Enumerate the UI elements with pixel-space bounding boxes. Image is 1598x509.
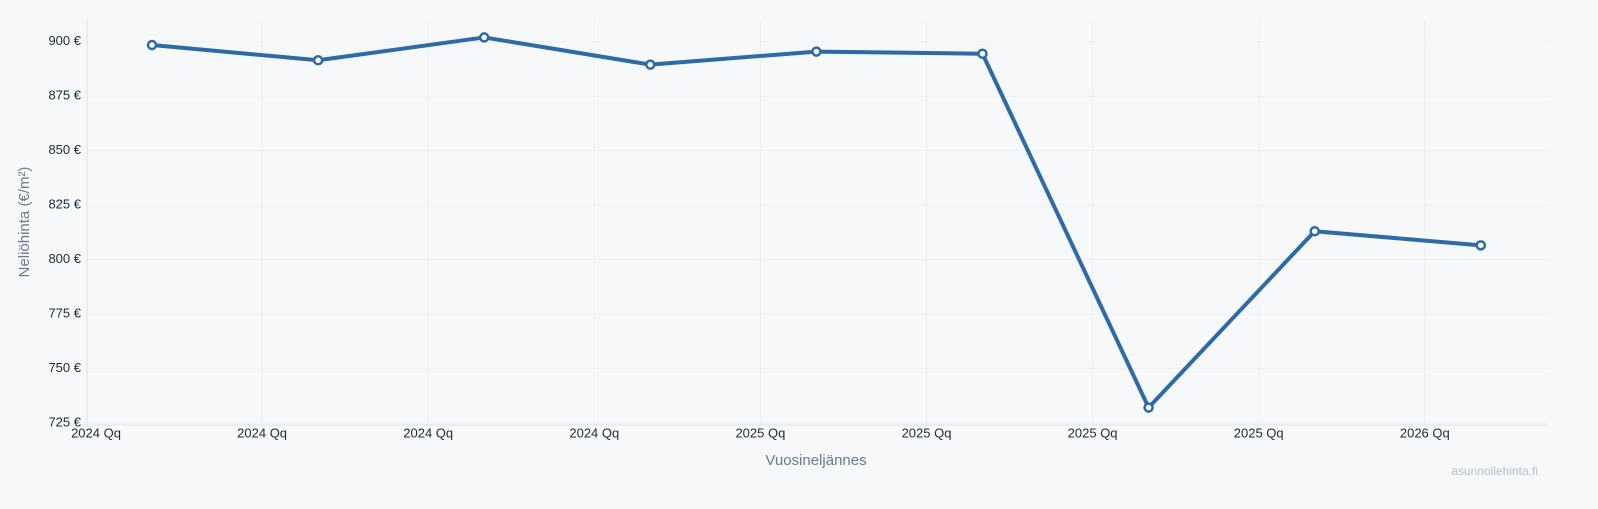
point [977,48,988,59]
y-tick-label: 850 € [48,142,81,157]
point [645,59,656,70]
x-tick-label: 2026 Qq [1400,425,1450,440]
y-tick-label: 825 € [48,197,81,212]
y-tick-label: 775 € [48,305,81,320]
x-tick-label: 2025 Qq [902,425,952,440]
y-tick-label: 725 € [48,414,81,429]
y-tick-label: 800 € [48,251,81,266]
point [1309,225,1320,237]
y-axis-label: Neliöhinta (€/m²) [16,167,33,278]
point [1475,240,1487,251]
x-tick-label: 2025 Qq [1234,425,1284,440]
point [1143,402,1154,413]
line [151,35,1481,410]
x-tick-label: 2024 Qq [71,425,121,440]
watermark: asunnollehinta.fi [1451,464,1538,478]
point [146,39,158,51]
x-tick-label: 2025 Qq [735,425,785,440]
x-axis-label: Vuosineljännes [765,452,866,469]
x-tick-label: 2025 Qq [1068,425,1118,440]
x-tick-label: 2024 Qq [403,425,453,440]
point [312,55,324,66]
y-tick-label: 900 € [48,33,81,48]
point [478,32,490,43]
y-tick-label: 750 € [48,360,81,375]
point [811,46,822,57]
x-tick-label: 2024 Qq [569,425,619,440]
x-tick-label: 2024 Qq [237,425,287,440]
y-tick-label: 875 € [48,88,81,103]
